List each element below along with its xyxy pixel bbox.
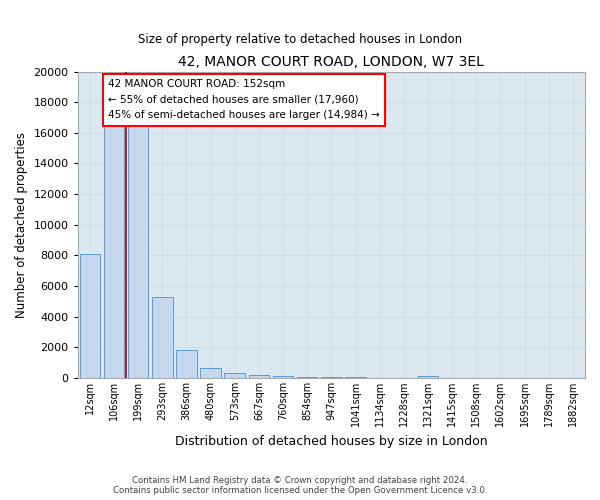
Bar <box>152 296 173 378</box>
Text: Contains HM Land Registry data © Crown copyright and database right 2024.
Contai: Contains HM Land Registry data © Crown c… <box>113 476 487 495</box>
Bar <box>297 376 317 378</box>
Bar <box>248 375 269 378</box>
Bar <box>128 122 148 378</box>
Bar <box>80 254 100 378</box>
Title: 42, MANOR COURT ROAD, LONDON, W7 3EL: 42, MANOR COURT ROAD, LONDON, W7 3EL <box>178 55 484 69</box>
Text: 42 MANOR COURT ROAD: 152sqm
← 55% of detached houses are smaller (17,960)
45% of: 42 MANOR COURT ROAD: 152sqm ← 55% of det… <box>108 79 380 120</box>
Y-axis label: Number of detached properties: Number of detached properties <box>15 132 28 318</box>
Bar <box>104 122 124 378</box>
Bar <box>176 350 197 378</box>
Text: Size of property relative to detached houses in London: Size of property relative to detached ho… <box>138 32 462 46</box>
Bar <box>273 376 293 378</box>
Bar <box>418 376 438 378</box>
Bar <box>321 377 341 378</box>
X-axis label: Distribution of detached houses by size in London: Distribution of detached houses by size … <box>175 434 488 448</box>
Bar <box>200 368 221 378</box>
Bar <box>224 372 245 378</box>
